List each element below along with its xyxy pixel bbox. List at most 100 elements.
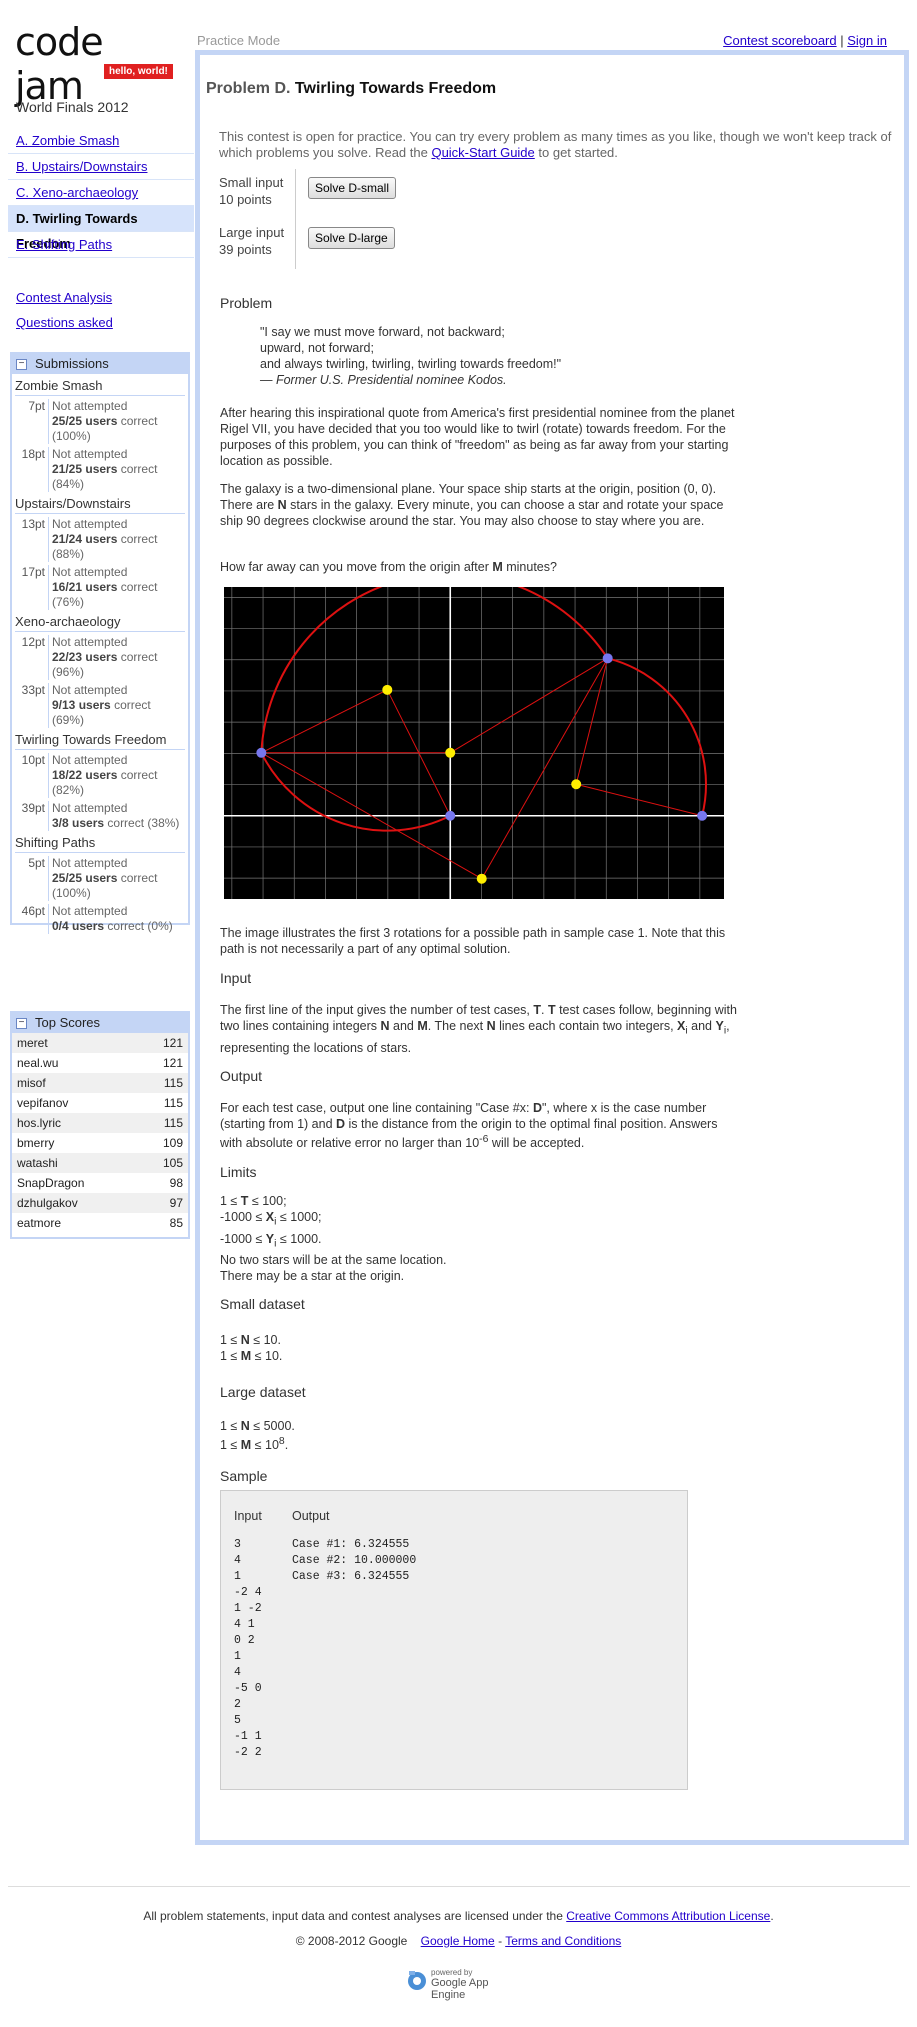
- submissions-header[interactable]: − Submissions: [12, 354, 188, 374]
- submission-status: Not attempted 18/22 users correct (82%): [52, 753, 185, 798]
- limit-line: No two stars will be at the same locatio…: [220, 1253, 447, 1267]
- submission-status: Not attempted 0/4 users correct (0%): [52, 904, 185, 934]
- footer-separator: -: [498, 1934, 503, 1948]
- submission-points: 13pt: [15, 517, 49, 562]
- correct-label: correct: [114, 698, 151, 712]
- problem-nav-label[interactable]: C. Xeno-archaeology: [16, 185, 139, 200]
- cc-license-link[interactable]: Creative Commons Attribution License: [566, 1909, 771, 1923]
- rotation-radius: [261, 752, 482, 880]
- star-point: [445, 747, 456, 758]
- sample-input-column: Input 3 4 1 -2 4 1 -2 4 1 0 2 1 4 -5 0 2…: [234, 1509, 262, 1761]
- submission-points: 46pt: [15, 904, 49, 934]
- quote-line: "I say we must move forward, not backwar…: [260, 325, 505, 339]
- attempt-status: Not attempted: [52, 565, 128, 579]
- users-correct: 25/25 users: [52, 871, 118, 885]
- score-value: 115: [163, 1076, 183, 1090]
- top-scores-header[interactable]: − Top Scores: [12, 1013, 188, 1033]
- google-home-link[interactable]: Google Home: [420, 1934, 495, 1948]
- app-engine-icon: [408, 1971, 426, 1990]
- score-row: dzhulgakov 97: [12, 1193, 188, 1213]
- sample-output-header: Output: [292, 1509, 330, 1523]
- collapse-icon[interactable]: −: [16, 359, 27, 371]
- sample-output[interactable]: Case #1: 6.324555 Case #2: 10.000000 Cas…: [292, 1538, 417, 1583]
- problem-name: Twirling Towards Freedom: [294, 80, 497, 97]
- correct-label: correct (0%): [107, 919, 173, 933]
- problem-nav-label[interactable]: B. Upstairs/Downstairs: [16, 159, 148, 174]
- app-engine-badge[interactable]: powered by Google App Engine: [405, 1968, 495, 2001]
- solve-small-button[interactable]: Solve D-small: [308, 177, 397, 199]
- rotation-radius: [481, 658, 609, 879]
- problem-prefix: Problem D.: [206, 80, 291, 97]
- correct-label: correct: [120, 462, 158, 476]
- contest-name: World Finals 2012: [16, 99, 129, 115]
- submission-points: 18pt: [15, 447, 49, 492]
- questions-asked-link[interactable]: Questions asked: [16, 315, 113, 330]
- problem-nav-label[interactable]: D. Twirling Towards Freedom: [16, 211, 138, 251]
- users-correct: 9/13 users: [52, 698, 111, 712]
- submission-row: 13pt Not attempted 21/24 users correct (88%…: [15, 517, 185, 562]
- rotation-radius: [576, 783, 703, 817]
- small-input-label: Small input 10 points: [219, 169, 296, 219]
- star-point: [382, 684, 393, 695]
- submission-points: 12pt: [15, 635, 49, 680]
- rotation-arc: [260, 587, 609, 753]
- submission-row: 12pt Not attempted 22/23 users correct (96%…: [15, 635, 185, 680]
- attempt-status: Not attempted: [52, 635, 128, 649]
- code-jam-logo[interactable]: code jam hello, world!: [15, 20, 175, 108]
- sample-input[interactable]: 3 4 1 -2 4 1 -2 4 1 0 2 1 4 -5 0 2 5 -1 …: [234, 1538, 262, 1759]
- quote-author: — Former U.S. Presidential nominee Kodos…: [260, 373, 507, 387]
- score-row: eatmore 85: [12, 1213, 188, 1233]
- terms-link[interactable]: Terms and Conditions: [505, 1934, 622, 1948]
- submissions-problem-name: Twirling Towards Freedom: [15, 732, 185, 750]
- problem-nav-item[interactable]: A. Zombie Smash: [8, 128, 194, 154]
- collapse-icon[interactable]: −: [16, 1018, 27, 1030]
- score-value: 97: [169, 1196, 183, 1210]
- contest-analysis-link[interactable]: Contest Analysis: [16, 290, 113, 305]
- submission-row: 46pt Not attempted 0/4 users correct (0%): [15, 904, 185, 934]
- practice-note-end: to get started.: [534, 145, 618, 160]
- footer-license: All problem statements, input data and c…: [0, 1909, 917, 1923]
- score-name: neal.wu: [17, 1056, 59, 1070]
- rotation-radius: [449, 657, 608, 754]
- section-output: Output: [220, 1068, 263, 1084]
- sample-input-header: Input: [234, 1509, 262, 1523]
- submissions-problem-name: Zombie Smash: [15, 378, 185, 396]
- problem-nav-item[interactable]: C. Xeno-archaeology: [8, 180, 194, 206]
- correct-label: correct: [120, 532, 158, 546]
- ship-position: [256, 747, 267, 758]
- submission-row: 10pt Not attempted 18/22 users correct (82%…: [15, 753, 185, 798]
- correct-percent: (76%): [52, 595, 85, 609]
- submissions-problem-name: Upstairs/Downstairs: [15, 496, 185, 514]
- problem-nav-label[interactable]: A. Zombie Smash: [16, 133, 120, 148]
- users-correct: 0/4 users: [52, 919, 105, 933]
- contest-scoreboard-link[interactable]: Contest scoreboard: [723, 33, 837, 48]
- attempt-status: Not attempted: [52, 904, 128, 918]
- problem-nav-item[interactable]: B. Upstairs/Downstairs: [8, 154, 194, 180]
- correct-percent: (96%): [52, 665, 85, 679]
- score-value: 115: [163, 1116, 183, 1130]
- quick-start-guide-link[interactable]: Quick-Start Guide: [431, 145, 535, 160]
- score-row: neal.wu 121: [12, 1053, 188, 1073]
- powered-by-text: powered by: [431, 1968, 473, 1977]
- section-sample: Sample: [220, 1468, 268, 1484]
- problem-nav-item[interactable]: D. Twirling Towards Freedom: [8, 206, 194, 251]
- license-text: All problem statements, input data and c…: [143, 1909, 567, 1923]
- submission-points: 10pt: [15, 753, 49, 798]
- problem-nav-item[interactable]: E. Shifting Paths: [8, 232, 194, 258]
- submission-status: Not attempted 3/8 users correct (38%): [52, 801, 185, 831]
- score-row: vepifanov 115: [12, 1093, 188, 1113]
- submission-row: 18pt Not attempted 21/25 users correct (84%…: [15, 447, 185, 492]
- rotation-radius: [261, 689, 388, 754]
- score-name: bmerry: [17, 1136, 55, 1150]
- sign-in-link[interactable]: Sign in: [847, 33, 887, 48]
- problem-nav: A. Zombie Smash B. Upstairs/Downstairs C. …: [8, 128, 194, 258]
- problem-nav-label[interactable]: E. Shifting Paths: [16, 237, 113, 252]
- ship-position: [445, 810, 456, 821]
- users-correct: 21/25 users: [52, 462, 118, 476]
- submission-points: 33pt: [15, 683, 49, 728]
- attempt-status: Not attempted: [52, 447, 128, 461]
- app-engine-text: Google App Engine: [431, 1977, 489, 2001]
- score-name: SnapDragon: [17, 1176, 85, 1190]
- attempt-status: Not attempted: [52, 683, 128, 697]
- solve-large-button[interactable]: Solve D-large: [308, 227, 395, 249]
